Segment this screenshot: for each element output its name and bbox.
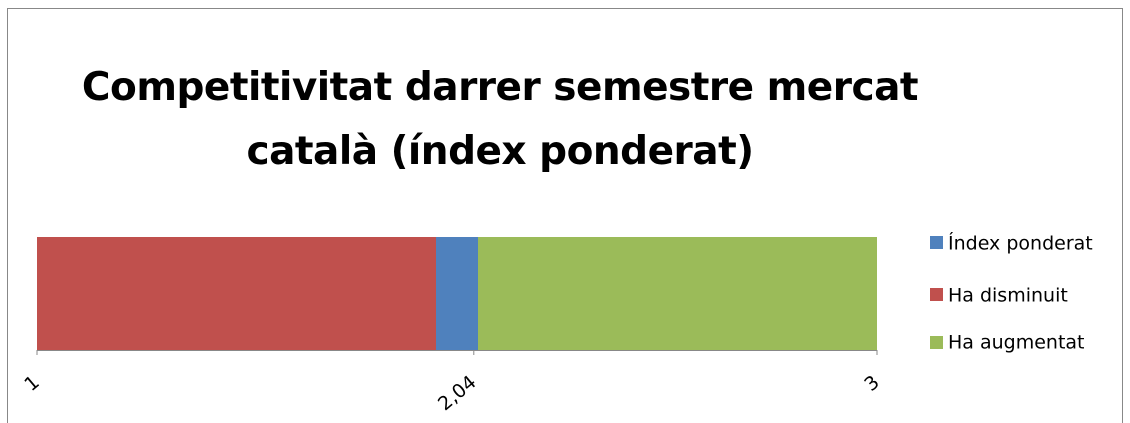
plot-area [37,237,877,350]
bar-segment [478,237,877,350]
legend-label: Ha augmentat [948,332,1085,354]
legend-swatch [930,236,943,249]
legend-swatch [930,336,943,349]
bar-segment [436,237,478,350]
legend: Índex ponderat Ha disminuit Ha augmentat [930,232,1093,354]
legend-label: Índex ponderat [948,232,1093,255]
bar-segment [37,237,436,350]
x-tick-label: 1 [20,371,43,396]
chart-border [7,8,1123,423]
legend-label: Ha disminuit [948,285,1068,307]
chart-title: Competitivitat darrer semestre mercat ca… [81,65,919,174]
x-tick-label: 2,04 [434,371,481,415]
legend-swatch [930,288,943,301]
x-tick-label: 3 [860,371,883,396]
